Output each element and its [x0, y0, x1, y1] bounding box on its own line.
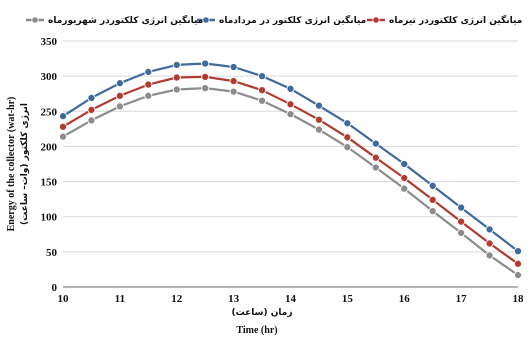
- data-point: [485, 251, 494, 260]
- data-point: [485, 225, 494, 234]
- data-point: [400, 184, 409, 193]
- series-1: [58, 59, 523, 256]
- x-axis-title-en: Time (hr): [236, 325, 277, 336]
- data-point: [258, 96, 267, 105]
- data-point: [343, 143, 352, 152]
- y-tick-label: 100: [41, 212, 58, 224]
- y-tick-label: 50: [46, 247, 58, 259]
- data-point: [286, 100, 295, 109]
- data-point: [343, 119, 352, 128]
- data-point: [400, 174, 409, 183]
- data-point: [201, 84, 210, 93]
- legend-swatch-marker: [31, 16, 39, 24]
- series-2: [58, 84, 523, 280]
- x-tick-label: 12: [171, 293, 183, 305]
- data-point: [428, 195, 437, 204]
- data-point: [58, 122, 68, 131]
- y-tick-label: 350: [41, 36, 58, 48]
- data-point: [457, 217, 466, 226]
- data-point: [144, 80, 153, 89]
- data-point: [400, 159, 409, 169]
- data-point: [314, 115, 323, 124]
- data-point: [457, 203, 466, 212]
- legend: میانگین انرژی کلکتوردر تیرماه میانگین ان…: [26, 14, 522, 26]
- data-point: [172, 60, 181, 69]
- data-point: [258, 86, 267, 95]
- data-point: [371, 153, 380, 162]
- legend-item-mordad: میانگین انرژی کلکتور در مردادماه: [197, 14, 366, 26]
- data-point: [286, 84, 295, 93]
- x-tick-label: 15: [342, 293, 354, 305]
- data-point: [172, 73, 181, 82]
- data-point: [513, 247, 523, 256]
- y-axis-ticks: 0 50 100 150 200 250 300 350: [41, 36, 58, 294]
- data-point: [229, 87, 238, 96]
- data-point: [314, 101, 323, 110]
- data-point: [258, 72, 267, 81]
- y-tick-label: 150: [41, 177, 58, 189]
- data-point: [87, 116, 96, 125]
- data-point: [201, 59, 210, 68]
- data-point: [201, 72, 210, 81]
- data-point: [229, 62, 238, 72]
- x-tick-label: 11: [115, 293, 125, 305]
- data-point: [58, 112, 68, 121]
- legend-swatch-marker: [372, 16, 380, 24]
- data-point: [229, 77, 238, 86]
- y-axis-title-fa: انرژی کلکتور (وات– ساعت): [20, 103, 30, 225]
- legend-item-shahrivar: میانگین انرژی کلکتوردر شهریورماه: [26, 14, 203, 26]
- data-point: [144, 91, 153, 100]
- data-point: [513, 259, 523, 268]
- data-point: [286, 110, 295, 119]
- data-point: [172, 85, 181, 94]
- legend-label: میانگین انرژی کلکتوردر شهریورماه: [48, 14, 203, 26]
- data-point: [457, 228, 466, 237]
- data-point: [513, 271, 523, 280]
- y-tick-label: 250: [41, 106, 58, 118]
- x-tick-label: 16: [399, 293, 411, 305]
- data-point: [371, 139, 380, 148]
- data-point: [58, 132, 68, 141]
- y-tick-label: 300: [41, 71, 58, 83]
- data-point: [343, 133, 352, 142]
- data-point: [115, 102, 124, 111]
- data-point: [428, 181, 437, 190]
- data-point: [314, 125, 323, 134]
- data-point: [115, 91, 124, 100]
- data-point: [87, 105, 96, 114]
- x-axis-title-fa: زمان (ساعت): [231, 308, 292, 318]
- data-point: [371, 163, 380, 172]
- x-axis-ticks: 10 11 12 13 14 15 16 17 18: [58, 293, 525, 305]
- legend-item-tir: میانگین انرژی کلکتوردر تیرماه: [367, 14, 522, 26]
- series-0: [58, 72, 523, 268]
- x-tick-label: 10: [58, 293, 70, 305]
- y-axis-title-en: Energy of the collector (wat-hr): [6, 97, 17, 232]
- series-layer: [58, 59, 523, 280]
- legend-label: میانگین انرژی کلکتوردر تیرماه: [389, 14, 522, 26]
- data-point: [144, 67, 153, 76]
- data-point: [115, 79, 124, 88]
- y-tick-label: 0: [52, 282, 58, 294]
- x-tick-label: 14: [285, 293, 297, 305]
- x-tick-label: 18: [513, 293, 525, 305]
- y-tick-label: 200: [41, 141, 58, 153]
- legend-swatch-marker: [202, 16, 210, 24]
- x-tick-label: 17: [456, 293, 468, 305]
- x-tick-label: 13: [228, 293, 240, 305]
- legend-label: میانگین انرژی کلکتور در مردادماه: [219, 14, 366, 26]
- data-point: [485, 239, 494, 248]
- data-point: [87, 93, 96, 102]
- gridlines: [63, 40, 518, 253]
- data-point: [428, 207, 437, 216]
